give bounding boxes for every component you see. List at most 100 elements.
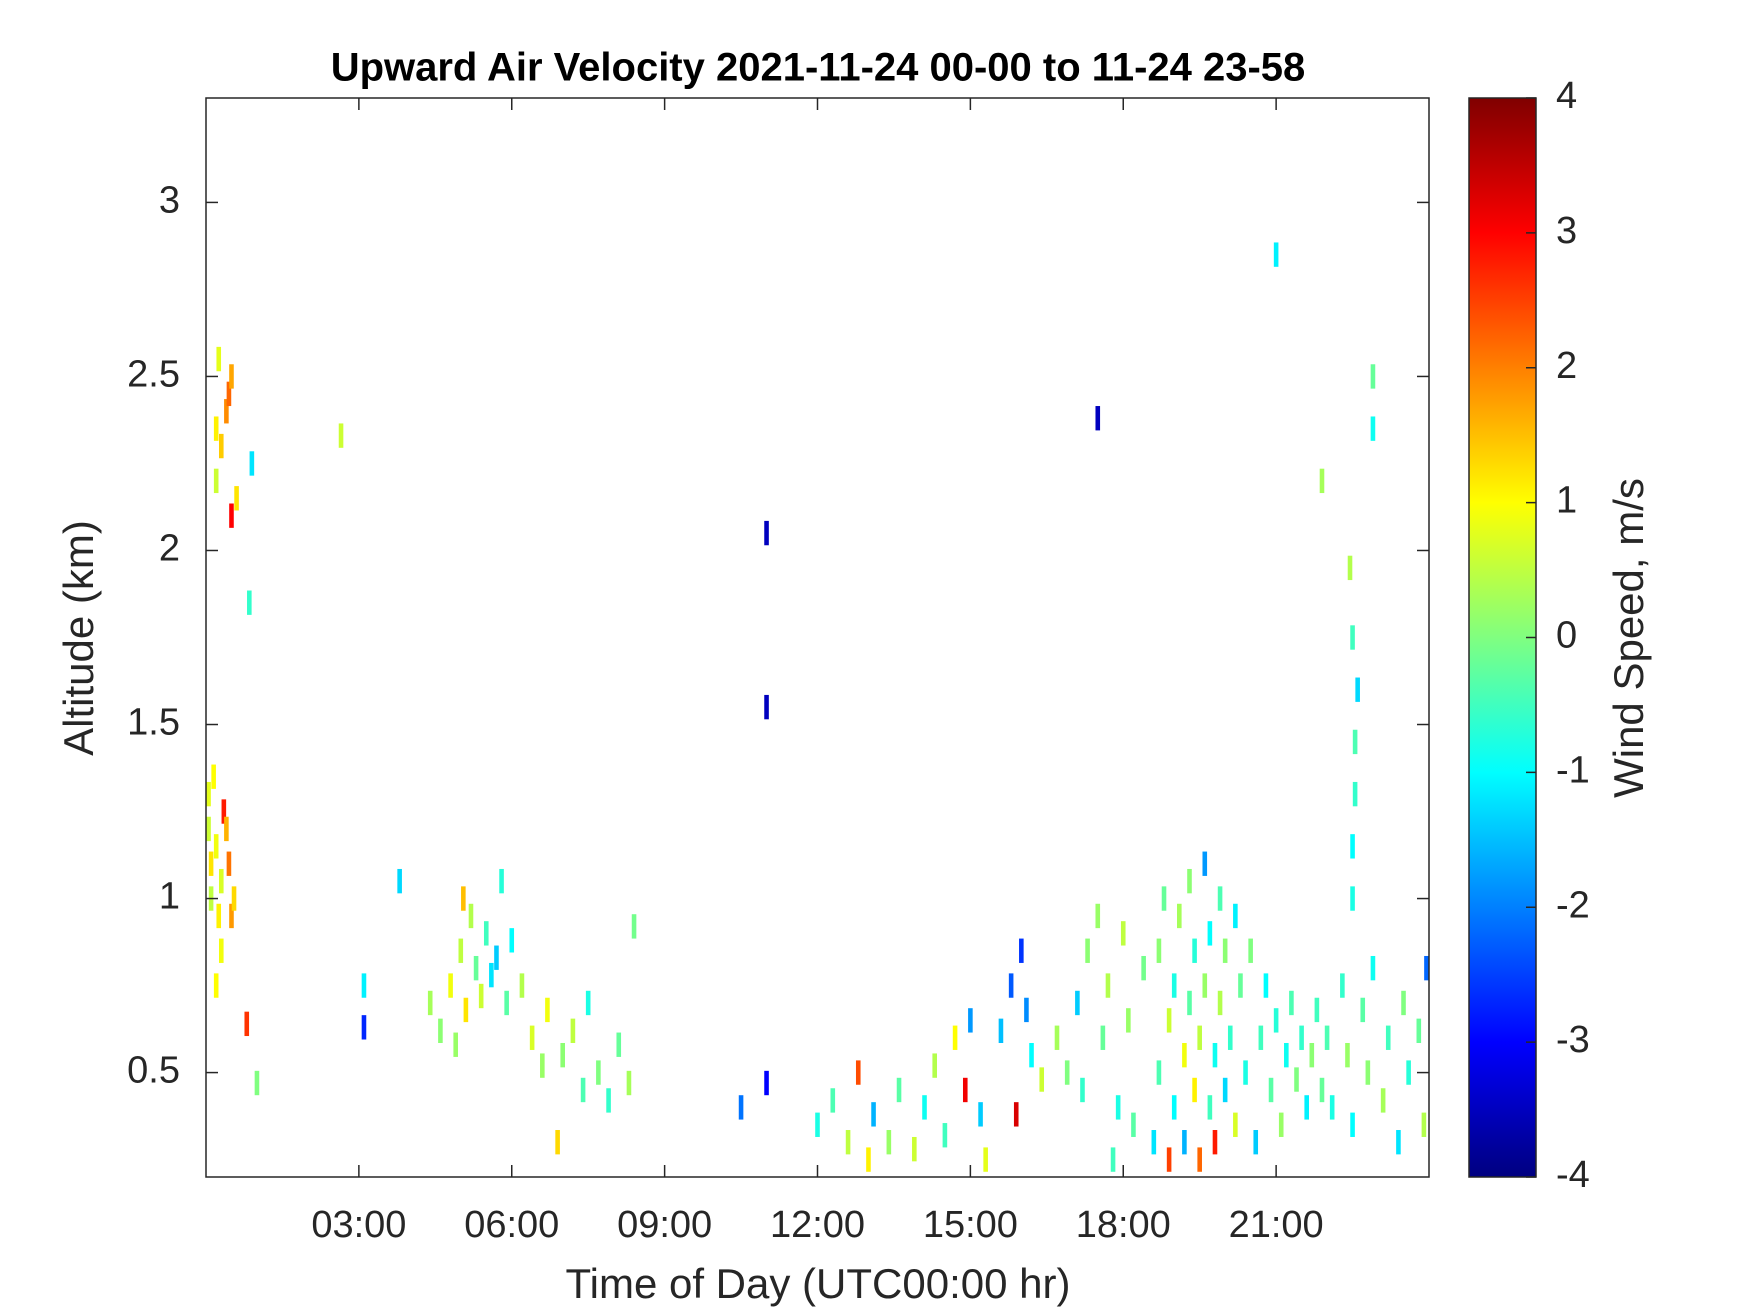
cell — [1064, 1060, 1070, 1085]
cell — [1166, 1008, 1172, 1033]
cell — [1350, 1112, 1355, 1137]
cell — [1141, 955, 1146, 981]
cell — [1207, 1095, 1213, 1120]
cell — [1424, 955, 1429, 981]
x-axis-label: Time of Day (UTC00:00 hr) — [566, 1260, 1071, 1307]
colorbar-tick-label: 1 — [1556, 480, 1577, 522]
cell — [213, 416, 219, 441]
cell — [1054, 1025, 1060, 1050]
cell — [1416, 1018, 1422, 1043]
cell — [540, 1053, 545, 1078]
cell — [231, 886, 237, 911]
cell — [1202, 851, 1208, 876]
colorbar-tick-label: 4 — [1556, 75, 1577, 117]
cell — [1024, 997, 1029, 1023]
cell — [1182, 1130, 1187, 1155]
cell — [1370, 416, 1376, 441]
cell — [896, 1077, 902, 1103]
cell — [1171, 973, 1177, 998]
cell — [1385, 1025, 1391, 1050]
cell — [458, 938, 464, 963]
cell — [1233, 1112, 1238, 1137]
cell — [1406, 1060, 1411, 1085]
chart-title: Upward Air Velocity 2021-11-24 00-00 to … — [331, 46, 1306, 90]
cell — [468, 903, 474, 929]
cell — [361, 1015, 367, 1040]
cell — [519, 973, 525, 998]
cell — [1126, 1008, 1131, 1033]
cell — [1100, 1025, 1106, 1050]
cell — [764, 1070, 769, 1096]
cell — [216, 903, 222, 929]
cell — [1029, 1042, 1034, 1068]
cell — [1156, 938, 1162, 963]
cell — [1352, 729, 1358, 755]
cell — [1304, 1095, 1309, 1120]
cell — [1182, 1042, 1187, 1068]
cell — [448, 973, 453, 998]
cell — [1248, 938, 1253, 963]
cell — [855, 1060, 861, 1085]
cell — [438, 1018, 443, 1043]
colorbar-tick-label: -4 — [1556, 1154, 1590, 1196]
y-tick-label: 1.5 — [127, 702, 180, 744]
cell — [1314, 997, 1320, 1023]
cell — [229, 364, 234, 389]
cell — [1151, 1130, 1157, 1155]
cell — [229, 903, 234, 929]
cell — [1268, 1077, 1274, 1103]
cell — [1370, 364, 1376, 389]
cell — [764, 520, 769, 546]
cell — [216, 346, 222, 372]
cell — [570, 1018, 576, 1043]
y-tick-label: 0.5 — [127, 1050, 180, 1092]
cell — [221, 799, 227, 824]
cell — [427, 990, 433, 1016]
cell — [1222, 1077, 1228, 1103]
cell — [1347, 555, 1353, 581]
cell — [509, 928, 515, 953]
cell — [494, 945, 499, 970]
cell — [224, 816, 229, 842]
cell — [1340, 973, 1345, 998]
cell — [218, 433, 224, 459]
cell — [1273, 1008, 1279, 1033]
cell — [224, 399, 229, 424]
x-tick-label: 18:00 — [1076, 1204, 1171, 1246]
cell — [1319, 1077, 1325, 1103]
cell — [1227, 1025, 1233, 1050]
cell — [211, 764, 216, 789]
cell — [1156, 1060, 1162, 1085]
cell — [229, 503, 234, 528]
cell — [1329, 1095, 1335, 1120]
cell — [1233, 903, 1238, 929]
cell — [815, 1112, 820, 1137]
x-tick-label: 21:00 — [1229, 1204, 1324, 1246]
cell — [218, 938, 224, 963]
cell — [978, 1102, 983, 1127]
cell — [213, 468, 219, 494]
cell — [1370, 955, 1376, 981]
cell — [1352, 781, 1358, 807]
cell — [234, 486, 239, 511]
cells — [206, 242, 1429, 1172]
cell — [361, 973, 367, 998]
cell — [1421, 1112, 1427, 1137]
cell — [1131, 1112, 1136, 1137]
cell — [206, 781, 211, 807]
cell — [942, 1123, 948, 1148]
cell — [1192, 938, 1197, 963]
cell — [461, 886, 466, 911]
cell — [338, 423, 344, 448]
cell — [1095, 406, 1101, 431]
cell — [1319, 468, 1325, 494]
x-tick-label: 12:00 — [770, 1204, 865, 1246]
cell — [1365, 1060, 1371, 1085]
cell — [1345, 1042, 1350, 1068]
cell — [886, 1130, 892, 1155]
cell — [912, 1136, 917, 1162]
colorbar-tick-label: 3 — [1556, 210, 1577, 252]
cell — [962, 1077, 968, 1103]
cell — [626, 1070, 632, 1096]
